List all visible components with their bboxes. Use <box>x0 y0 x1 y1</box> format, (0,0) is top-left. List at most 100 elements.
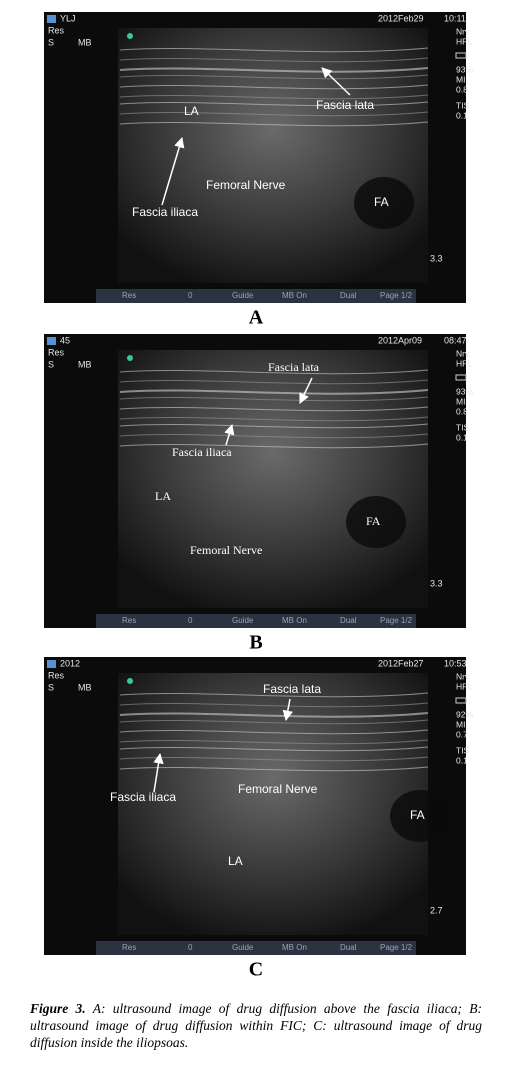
right-label: HFL <box>456 36 472 46</box>
annotation: Fascia lata <box>268 360 320 374</box>
right-label: MI <box>456 396 465 406</box>
tissue-band <box>119 433 429 439</box>
left-label: S <box>48 682 54 692</box>
right-label: 0.1 <box>456 110 468 120</box>
tissue-band <box>119 746 429 752</box>
left-label: Res <box>48 670 65 680</box>
right-label: 92% <box>456 709 473 719</box>
toolbar-item: Res <box>122 291 136 300</box>
toolbar-item: Dual <box>340 616 357 625</box>
caption-text: A: ultrasound image of drug diffusion ab… <box>30 1001 482 1050</box>
focus-dot <box>127 33 133 39</box>
scan-area <box>118 28 428 283</box>
logo <box>47 337 56 345</box>
header-date: 2012Feb27 <box>378 658 424 668</box>
right-label: HFL <box>456 358 472 368</box>
left-label: S <box>48 359 54 369</box>
header-date: 2012Apr09 <box>378 335 422 345</box>
tissue-band <box>119 702 429 708</box>
tissue-band <box>119 101 429 107</box>
panel-letter: A <box>249 307 264 329</box>
annotation: FA <box>366 514 381 528</box>
tissue-band <box>119 57 429 63</box>
right-label: 0.7 <box>456 729 468 739</box>
tissue-band <box>119 84 429 90</box>
annotation: Femoral Nerve <box>238 782 318 796</box>
header-time: 10:11 <box>444 13 466 23</box>
annotation: LA <box>184 104 199 118</box>
annotation: Fascia iliaca <box>132 205 198 219</box>
annotation: Fascia lata <box>263 682 321 696</box>
vessel <box>354 177 414 229</box>
header-time: 08:47 <box>444 335 467 345</box>
arrow <box>299 377 313 404</box>
toolbar-item: 0 <box>188 943 193 952</box>
toolbar-item: MB On <box>282 291 307 300</box>
left-label: MB <box>78 359 92 369</box>
vessel <box>390 790 450 842</box>
tissue-band <box>119 756 429 762</box>
tissue-band <box>119 379 429 385</box>
annotation: FA <box>374 195 389 209</box>
toolbar-item: Dual <box>340 943 357 952</box>
left-label: S <box>48 37 54 47</box>
tissue-band <box>119 416 429 422</box>
focus-dot <box>127 355 133 361</box>
right-label: 93% <box>456 64 473 74</box>
annotation: Fascia iliaca <box>172 445 232 459</box>
toolbar-item: Res <box>122 616 136 625</box>
vessel <box>346 496 406 548</box>
scan-area <box>118 350 428 608</box>
right-label: Nrv <box>456 26 470 36</box>
right-label: TIS <box>456 422 470 432</box>
tissue-band <box>119 719 429 725</box>
right-label: MI <box>456 74 465 84</box>
annotation: FA <box>410 808 425 822</box>
left-label: MB <box>78 37 92 47</box>
toolbar <box>96 941 416 955</box>
depth: 3.3 <box>430 253 443 263</box>
right-label: 93% <box>456 386 473 396</box>
right-label: MI <box>456 719 465 729</box>
toolbar-item: Guide <box>232 616 254 625</box>
annotation: Femoral Nerve <box>206 178 286 192</box>
right-label: 0.1 <box>456 755 468 765</box>
annotation: Fascia lata <box>316 98 374 112</box>
depth: 3.3 <box>430 578 443 588</box>
toolbar-item: Guide <box>232 291 254 300</box>
left-label: Res <box>48 25 65 35</box>
toolbar-item: Res <box>122 943 136 952</box>
annotation: Fascia iliaca <box>110 790 176 804</box>
annotation: LA <box>155 489 171 503</box>
tissue-band <box>119 766 429 772</box>
caption: Figure 3. A: ultrasound image of drug di… <box>30 1000 482 1051</box>
header-left: 2012 <box>60 658 80 668</box>
toolbar-item: 0 <box>188 616 193 625</box>
tissue-band <box>119 74 429 80</box>
tissue-band <box>119 396 429 402</box>
right-label: 0.8 <box>456 84 468 94</box>
arrow <box>153 752 164 793</box>
tissue-band <box>119 729 429 735</box>
header-left: YLJ <box>60 13 76 23</box>
toolbar-item: Page 1/2 <box>380 291 413 300</box>
right-label: 0.1 <box>456 432 468 442</box>
panel-letter: C <box>249 959 263 981</box>
tissue-band <box>119 111 429 117</box>
tissue-band <box>119 121 429 127</box>
arrow <box>321 67 351 96</box>
battery-icon <box>455 374 467 381</box>
arrow <box>161 136 185 206</box>
left-label: MB <box>78 682 92 692</box>
header-date: 2012Feb29 <box>378 13 424 23</box>
toolbar-item: Page 1/2 <box>380 616 413 625</box>
toolbar-item: 0 <box>188 291 193 300</box>
toolbar <box>96 614 416 628</box>
header-time: 10:53 <box>444 658 467 668</box>
tissue-band <box>119 67 429 73</box>
right-label: 0.8 <box>456 406 468 416</box>
